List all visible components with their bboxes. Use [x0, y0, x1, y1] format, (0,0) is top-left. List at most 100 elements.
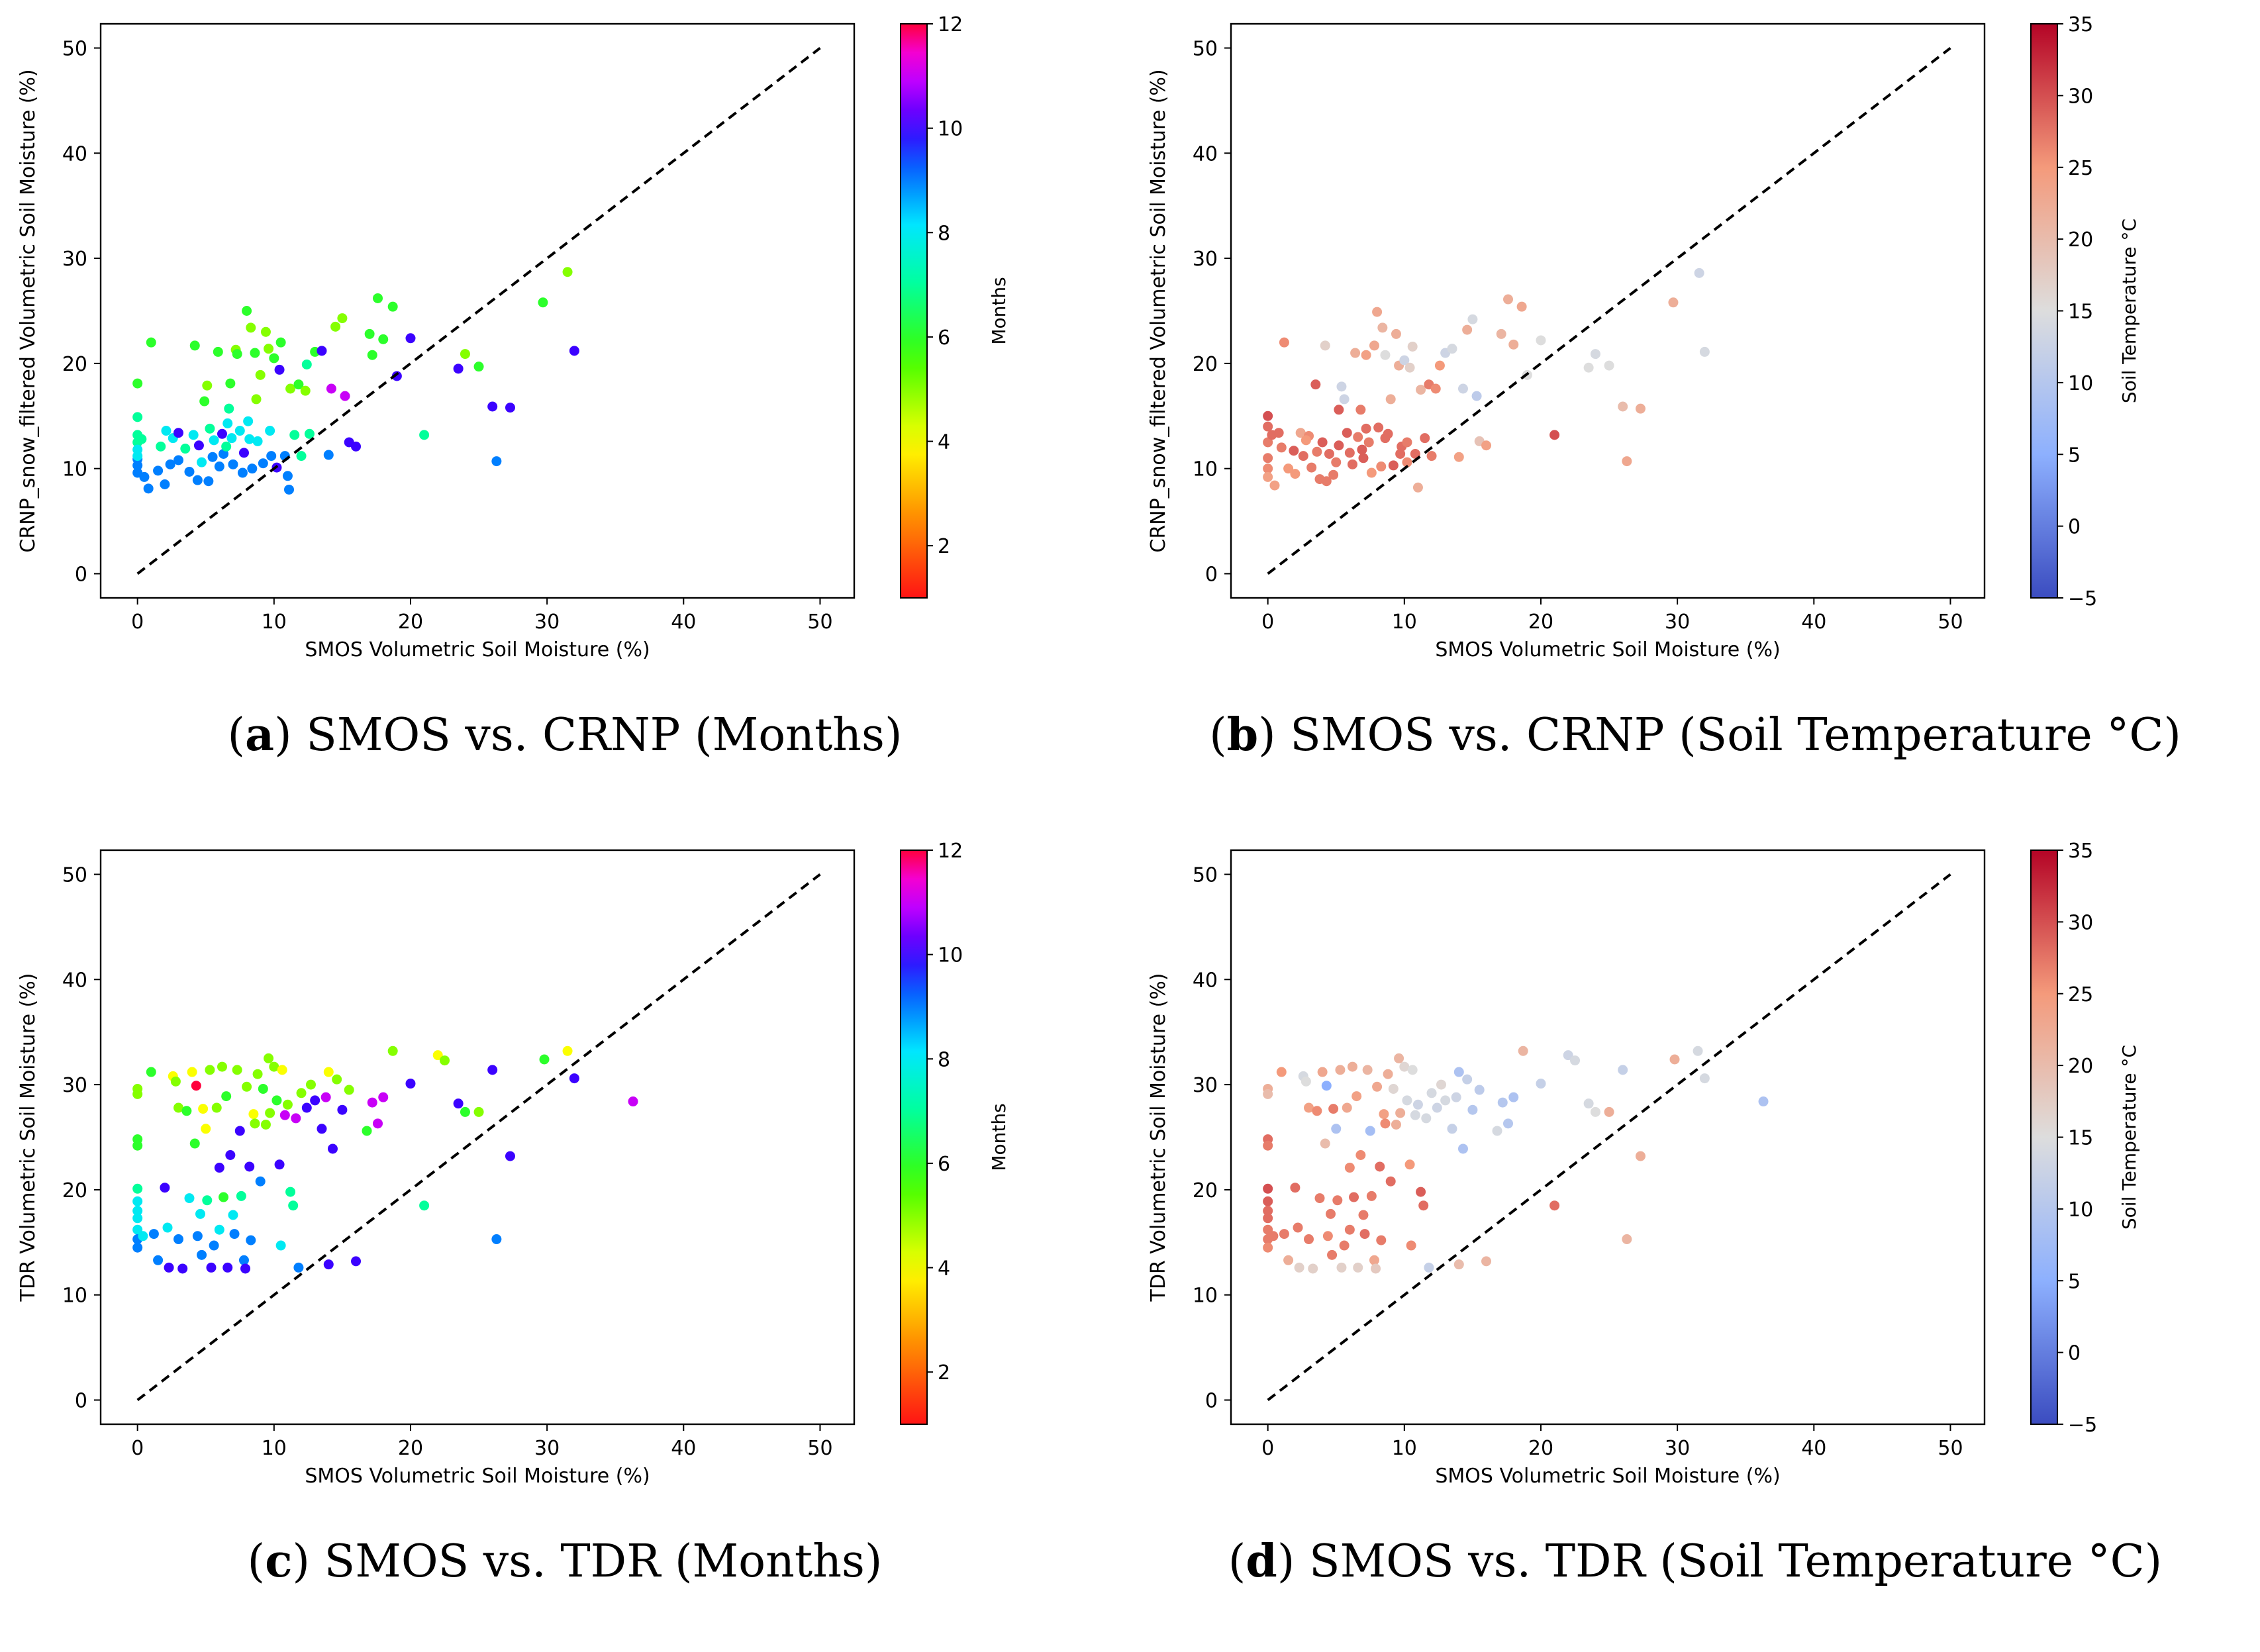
data-point: [538, 297, 548, 308]
x-tick-label: 40: [1801, 1437, 1826, 1460]
y-tick-label: 50: [62, 864, 87, 887]
data-point: [1353, 432, 1363, 442]
data-point: [1369, 1255, 1379, 1265]
data-point: [1430, 383, 1441, 394]
data-point: [327, 1143, 338, 1154]
data-point: [266, 451, 277, 462]
data-point: [279, 1110, 290, 1120]
data-point: [156, 441, 166, 452]
data-point: [453, 1098, 464, 1109]
data-point: [473, 1106, 484, 1117]
data-point: [310, 1095, 320, 1106]
data-point: [203, 476, 214, 487]
data-point: [1325, 1208, 1336, 1219]
data-point: [1279, 1229, 1289, 1239]
data-point: [317, 346, 327, 356]
data-point: [1342, 1102, 1352, 1113]
data-point: [1349, 1192, 1359, 1202]
data-point: [1385, 394, 1396, 405]
data-point: [367, 1097, 377, 1108]
data-point: [1376, 462, 1387, 472]
data-point: [1312, 1106, 1322, 1116]
colorbar: [2030, 850, 2058, 1425]
data-point: [252, 1069, 263, 1079]
data-point: [274, 1159, 285, 1170]
data-point: [432, 1050, 443, 1061]
data-point: [1332, 1195, 1343, 1206]
data-point: [1399, 355, 1410, 365]
data-point: [1361, 350, 1371, 360]
colorbar-label: Soil Temperature °C: [2118, 1045, 2140, 1230]
data-point: [378, 334, 389, 344]
data-point: [269, 353, 279, 364]
x-tick-label: 20: [398, 610, 423, 634]
data-point: [202, 1195, 213, 1206]
data-point: [252, 436, 263, 446]
data-point: [132, 1140, 143, 1151]
data-point: [387, 301, 398, 312]
data-point: [351, 441, 362, 452]
data-point: [1380, 433, 1391, 444]
data-point: [1508, 1092, 1519, 1102]
data-point: [170, 1076, 181, 1087]
reference-line: [1267, 873, 1951, 1402]
data-point: [132, 460, 143, 471]
colorbar: [900, 850, 928, 1425]
data-point: [197, 1249, 207, 1260]
colorbar-tick-label: 25: [2068, 983, 2093, 1006]
y-tick-label: 50: [62, 38, 87, 61]
data-point: [217, 428, 227, 439]
data-point: [505, 403, 515, 413]
data-point: [1383, 1069, 1393, 1079]
data-point: [1518, 1045, 1528, 1056]
data-point: [1263, 411, 1273, 421]
y-tick-label: 30: [1193, 1074, 1218, 1097]
data-point: [1263, 1242, 1273, 1253]
data-point: [1416, 1187, 1426, 1197]
colorbar-tick-label: −5: [2068, 1414, 2097, 1437]
data-point: [1373, 422, 1384, 433]
data-point: [1635, 1151, 1646, 1161]
data-point: [180, 444, 191, 454]
data-point: [214, 462, 224, 472]
data-point: [265, 1108, 275, 1118]
data-point: [214, 1163, 224, 1173]
data-point: [562, 267, 573, 277]
data-point: [1358, 453, 1369, 463]
data-point: [206, 1262, 217, 1273]
data-point: [1263, 1183, 1273, 1194]
data-point: [364, 328, 375, 339]
data-point: [1462, 1074, 1473, 1085]
data-point: [1283, 463, 1294, 474]
panel-b: 0 10 20 30 40 50 0 10 20 30 40 50 SMOS Volumetric So…: [1130, 0, 2260, 826]
data-point: [234, 1126, 245, 1136]
data-point: [1394, 1053, 1404, 1063]
data-point: [238, 448, 249, 458]
data-point: [293, 379, 304, 390]
data-point: [1324, 448, 1334, 459]
data-point: [1497, 1097, 1508, 1108]
data-point: [1447, 344, 1457, 354]
data-point: [1339, 394, 1350, 405]
data-point: [1379, 1109, 1389, 1120]
x-tick-label: 40: [1801, 610, 1826, 634]
x-tick-label: 50: [1938, 1437, 1963, 1460]
data-point: [1344, 448, 1355, 458]
data-point: [1453, 1067, 1464, 1077]
data-point: [285, 1187, 296, 1197]
colorbar-label: Months: [988, 1103, 1010, 1171]
data-point: [323, 1067, 334, 1077]
y-tick-label: 50: [1193, 38, 1218, 61]
colorbar-tick-label: 6: [938, 326, 950, 350]
data-point: [251, 394, 262, 405]
data-point: [296, 451, 307, 462]
colorbar-tick-label: 0: [2068, 1342, 2081, 1365]
colorbar-tick-label: 6: [938, 1153, 950, 1176]
data-point: [284, 484, 294, 495]
data-point: [221, 1091, 232, 1102]
x-tick-label: 10: [262, 1437, 287, 1460]
data-point: [1669, 1054, 1680, 1065]
data-point: [132, 378, 143, 389]
data-point: [161, 426, 172, 436]
y-tick-label: 10: [62, 1285, 87, 1308]
